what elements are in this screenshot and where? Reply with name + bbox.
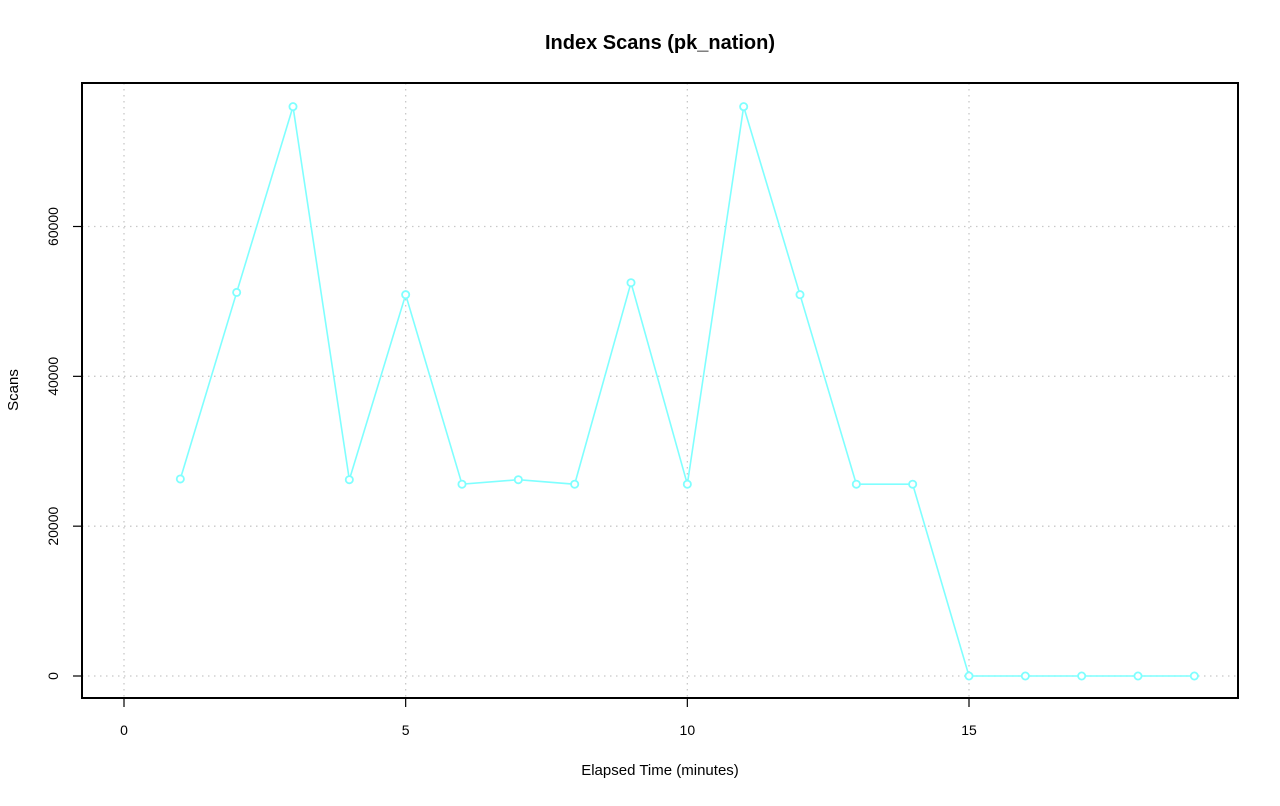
- data-point: [513, 475, 523, 485]
- x-axis-label: Elapsed Time (minutes): [581, 762, 739, 779]
- data-point: [626, 278, 636, 288]
- data-point: [175, 474, 185, 484]
- x-tick-label: 0: [120, 722, 128, 738]
- data-point: [1020, 671, 1030, 681]
- axes: 0 5 10 15 0 20000 40000 60000: [45, 207, 977, 738]
- data-point: [570, 479, 580, 489]
- y-tick-label: 60000: [45, 207, 61, 246]
- data-point: [1133, 671, 1143, 681]
- chart-title: Index Scans (pk_nation): [545, 32, 775, 54]
- data-point: [739, 102, 749, 112]
- data-point: [908, 479, 918, 489]
- plot-frame: [81, 82, 1239, 699]
- data-point: [457, 479, 467, 489]
- x-tick-label: 15: [961, 722, 977, 738]
- series-layer: [175, 102, 1199, 681]
- data-point: [1189, 671, 1199, 681]
- data-point: [682, 479, 692, 489]
- data-point: [288, 102, 298, 112]
- data-point: [401, 290, 411, 300]
- data-point: [964, 671, 974, 681]
- data-point: [344, 475, 354, 485]
- y-tick-label: 40000: [45, 357, 61, 396]
- data-point: [851, 479, 861, 489]
- data-point: [232, 287, 242, 297]
- y-axis-label: Scans: [5, 369, 22, 411]
- data-point: [795, 290, 805, 300]
- x-tick-label: 10: [680, 722, 696, 738]
- data-point: [1077, 671, 1087, 681]
- x-tick-label: 5: [402, 722, 410, 738]
- grid-lines: [82, 83, 1238, 698]
- y-tick-label: 0: [45, 672, 61, 680]
- y-tick-label: 20000: [45, 506, 61, 545]
